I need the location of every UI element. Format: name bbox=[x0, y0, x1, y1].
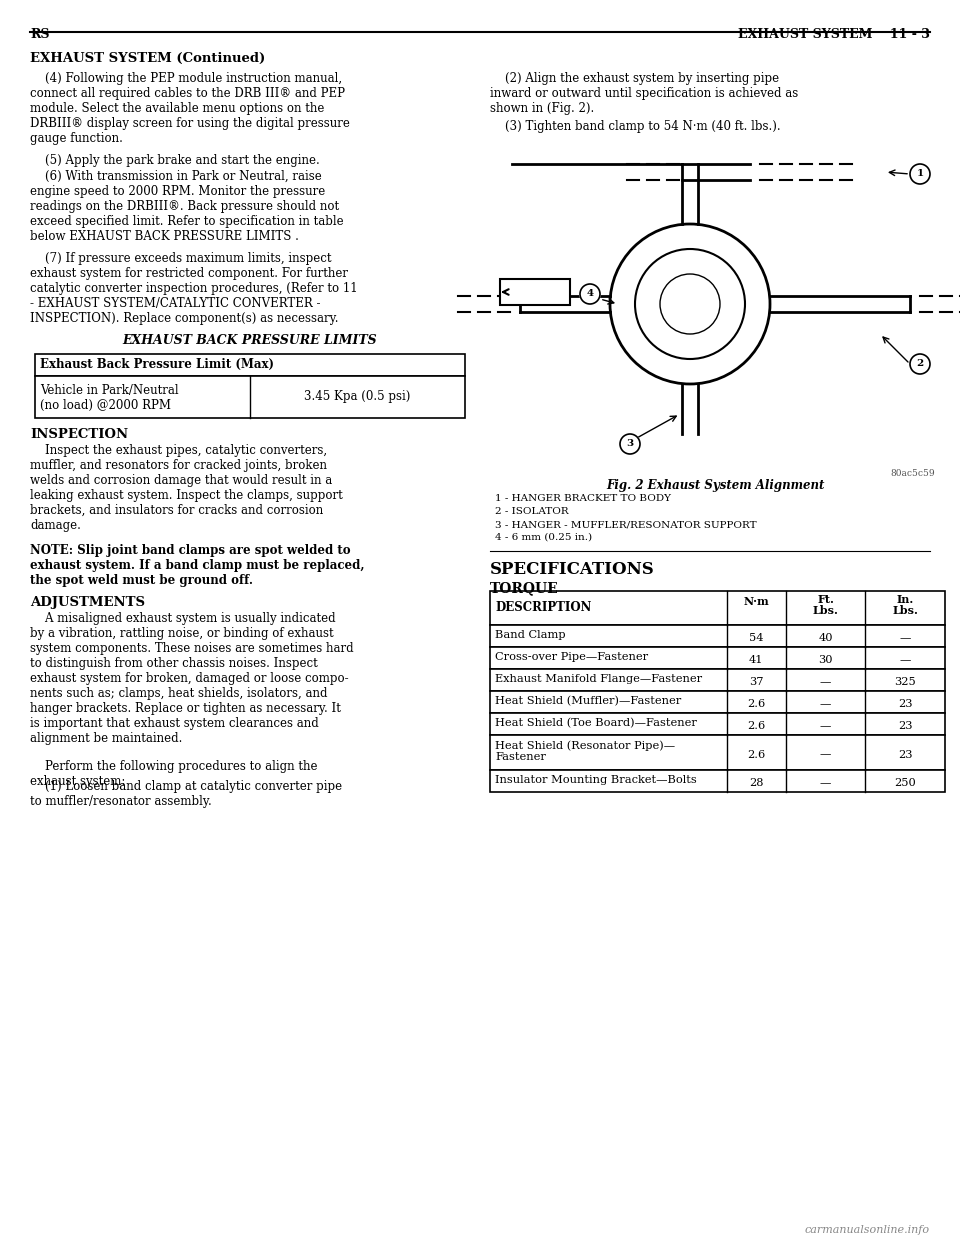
Text: 3 - HANGER - MUFFLER/RESONATOR SUPPORT: 3 - HANGER - MUFFLER/RESONATOR SUPPORT bbox=[495, 520, 756, 529]
Bar bbox=[35, 376, 465, 419]
Text: (4) Following the PEP module instruction manual,
connect all required cables to : (4) Following the PEP module instruction… bbox=[30, 72, 349, 145]
Bar bbox=[490, 669, 945, 691]
Text: 23: 23 bbox=[898, 749, 912, 760]
Text: 54: 54 bbox=[749, 633, 763, 643]
Text: DESCRIPTION: DESCRIPTION bbox=[495, 601, 591, 614]
Bar bbox=[35, 354, 465, 376]
Text: Band Clamp: Band Clamp bbox=[495, 630, 565, 640]
Bar bbox=[490, 625, 945, 647]
Text: 3.45 Kpa (0.5 psi): 3.45 Kpa (0.5 psi) bbox=[304, 390, 411, 402]
Text: 2 - ISOLATOR: 2 - ISOLATOR bbox=[495, 507, 568, 515]
Bar bbox=[490, 647, 945, 669]
Text: ADJUSTMENTS: ADJUSTMENTS bbox=[30, 596, 145, 609]
Text: 30: 30 bbox=[818, 655, 833, 664]
Text: 2.6: 2.6 bbox=[747, 749, 765, 760]
Text: 2.6: 2.6 bbox=[747, 722, 765, 732]
Text: 41: 41 bbox=[749, 655, 763, 664]
Text: —: — bbox=[820, 777, 831, 787]
Text: 3: 3 bbox=[627, 440, 634, 448]
Circle shape bbox=[580, 284, 600, 304]
Text: EXHAUST SYSTEM (Continued): EXHAUST SYSTEM (Continued) bbox=[30, 52, 265, 65]
Text: 37: 37 bbox=[749, 677, 763, 687]
Circle shape bbox=[610, 224, 770, 384]
Circle shape bbox=[910, 164, 930, 184]
Text: Insulator Mounting Bracket—Bolts: Insulator Mounting Bracket—Bolts bbox=[495, 775, 697, 785]
Text: 4: 4 bbox=[587, 289, 593, 298]
Bar bbox=[490, 770, 945, 792]
Text: N·m: N·m bbox=[743, 596, 769, 607]
Text: INSPECTION: INSPECTION bbox=[30, 428, 128, 441]
Text: (5) Apply the park brake and start the engine.: (5) Apply the park brake and start the e… bbox=[30, 154, 320, 166]
Text: 2.6: 2.6 bbox=[747, 699, 765, 709]
Text: EXHAUST BACK PRESSURE LIMITS: EXHAUST BACK PRESSURE LIMITS bbox=[123, 334, 377, 347]
Text: 1 - HANGER BRACKET TO BODY: 1 - HANGER BRACKET TO BODY bbox=[495, 494, 671, 503]
Text: Perform the following procedures to align the
exhaust system:: Perform the following procedures to alig… bbox=[30, 760, 318, 787]
Text: Heat Shield (Toe Board)—Fastener: Heat Shield (Toe Board)—Fastener bbox=[495, 718, 697, 728]
Text: —: — bbox=[820, 699, 831, 709]
Text: RS: RS bbox=[30, 29, 50, 41]
Text: Fig. 2 Exhaust System Alignment: Fig. 2 Exhaust System Alignment bbox=[606, 479, 825, 492]
Text: In.: In. bbox=[897, 594, 914, 605]
Circle shape bbox=[660, 274, 720, 334]
Text: 250: 250 bbox=[895, 777, 916, 787]
Text: 40: 40 bbox=[818, 633, 833, 643]
Circle shape bbox=[620, 433, 640, 455]
Text: —: — bbox=[900, 655, 911, 664]
Bar bbox=[490, 735, 945, 770]
Circle shape bbox=[635, 248, 745, 359]
Text: Cross-over Pipe—Fastener: Cross-over Pipe—Fastener bbox=[495, 652, 648, 662]
Text: (2) Align the exhaust system by inserting pipe
inward or outward until specifica: (2) Align the exhaust system by insertin… bbox=[490, 72, 799, 116]
Bar bbox=[500, 279, 570, 306]
Text: Vehicle in Park/Neutral
(no load) @2000 RPM: Vehicle in Park/Neutral (no load) @2000 … bbox=[40, 384, 179, 412]
Text: SPECIFICATIONS: SPECIFICATIONS bbox=[490, 561, 655, 578]
Circle shape bbox=[910, 354, 930, 374]
Text: Lbs.: Lbs. bbox=[892, 605, 918, 616]
Text: (6) With transmission in Park or Neutral, raise
engine speed to 2000 RPM. Monito: (6) With transmission in Park or Neutral… bbox=[30, 170, 344, 243]
Bar bbox=[490, 591, 945, 625]
Text: Heat Shield (Muffler)—Fastener: Heat Shield (Muffler)—Fastener bbox=[495, 696, 682, 707]
Text: FWD: FWD bbox=[512, 284, 543, 297]
Text: 325: 325 bbox=[895, 677, 916, 687]
Text: A misaligned exhaust system is usually indicated
by a vibration, rattling noise,: A misaligned exhaust system is usually i… bbox=[30, 612, 353, 745]
Text: —: — bbox=[900, 633, 911, 643]
Text: Exhaust Manifold Flange—Fastener: Exhaust Manifold Flange—Fastener bbox=[495, 674, 702, 684]
Text: TORQUE: TORQUE bbox=[490, 581, 559, 595]
Text: 2: 2 bbox=[917, 359, 924, 369]
Text: 23: 23 bbox=[898, 722, 912, 732]
Bar bbox=[490, 691, 945, 713]
Text: 28: 28 bbox=[749, 777, 763, 787]
Text: 1: 1 bbox=[917, 169, 924, 179]
Text: 4 - 6 mm (0.25 in.): 4 - 6 mm (0.25 in.) bbox=[495, 533, 592, 542]
Text: (3) Tighten band clamp to 54 N·m (40 ft. lbs.).: (3) Tighten band clamp to 54 N·m (40 ft.… bbox=[490, 120, 780, 133]
Text: —: — bbox=[820, 749, 831, 760]
Text: NOTE: Slip joint band clamps are spot welded to
exhaust system. If a band clamp : NOTE: Slip joint band clamps are spot we… bbox=[30, 544, 365, 587]
Bar bbox=[490, 713, 945, 735]
Text: (1) Loosen band clamp at catalytic converter pipe
to muffler/resonator assembly.: (1) Loosen band clamp at catalytic conve… bbox=[30, 780, 342, 809]
Text: (7) If pressure exceeds maximum limits, inspect
exhaust system for restricted co: (7) If pressure exceeds maximum limits, … bbox=[30, 252, 358, 325]
Text: —: — bbox=[820, 722, 831, 732]
Text: Lbs.: Lbs. bbox=[812, 605, 838, 616]
Text: Heat Shield (Resonator Pipe)—
Fastener: Heat Shield (Resonator Pipe)— Fastener bbox=[495, 740, 675, 763]
Text: Ft.: Ft. bbox=[817, 594, 834, 605]
Text: carmanualsonline.info: carmanualsonline.info bbox=[804, 1225, 930, 1235]
Text: EXHAUST SYSTEM    11 - 3: EXHAUST SYSTEM 11 - 3 bbox=[738, 29, 930, 41]
Text: 80ac5c59: 80ac5c59 bbox=[890, 469, 935, 478]
Text: —: — bbox=[820, 677, 831, 687]
Text: 23: 23 bbox=[898, 699, 912, 709]
Text: Inspect the exhaust pipes, catalytic converters,
muffler, and resonators for cra: Inspect the exhaust pipes, catalytic con… bbox=[30, 443, 343, 532]
Text: Exhaust Back Pressure Limit (Max): Exhaust Back Pressure Limit (Max) bbox=[40, 358, 274, 371]
